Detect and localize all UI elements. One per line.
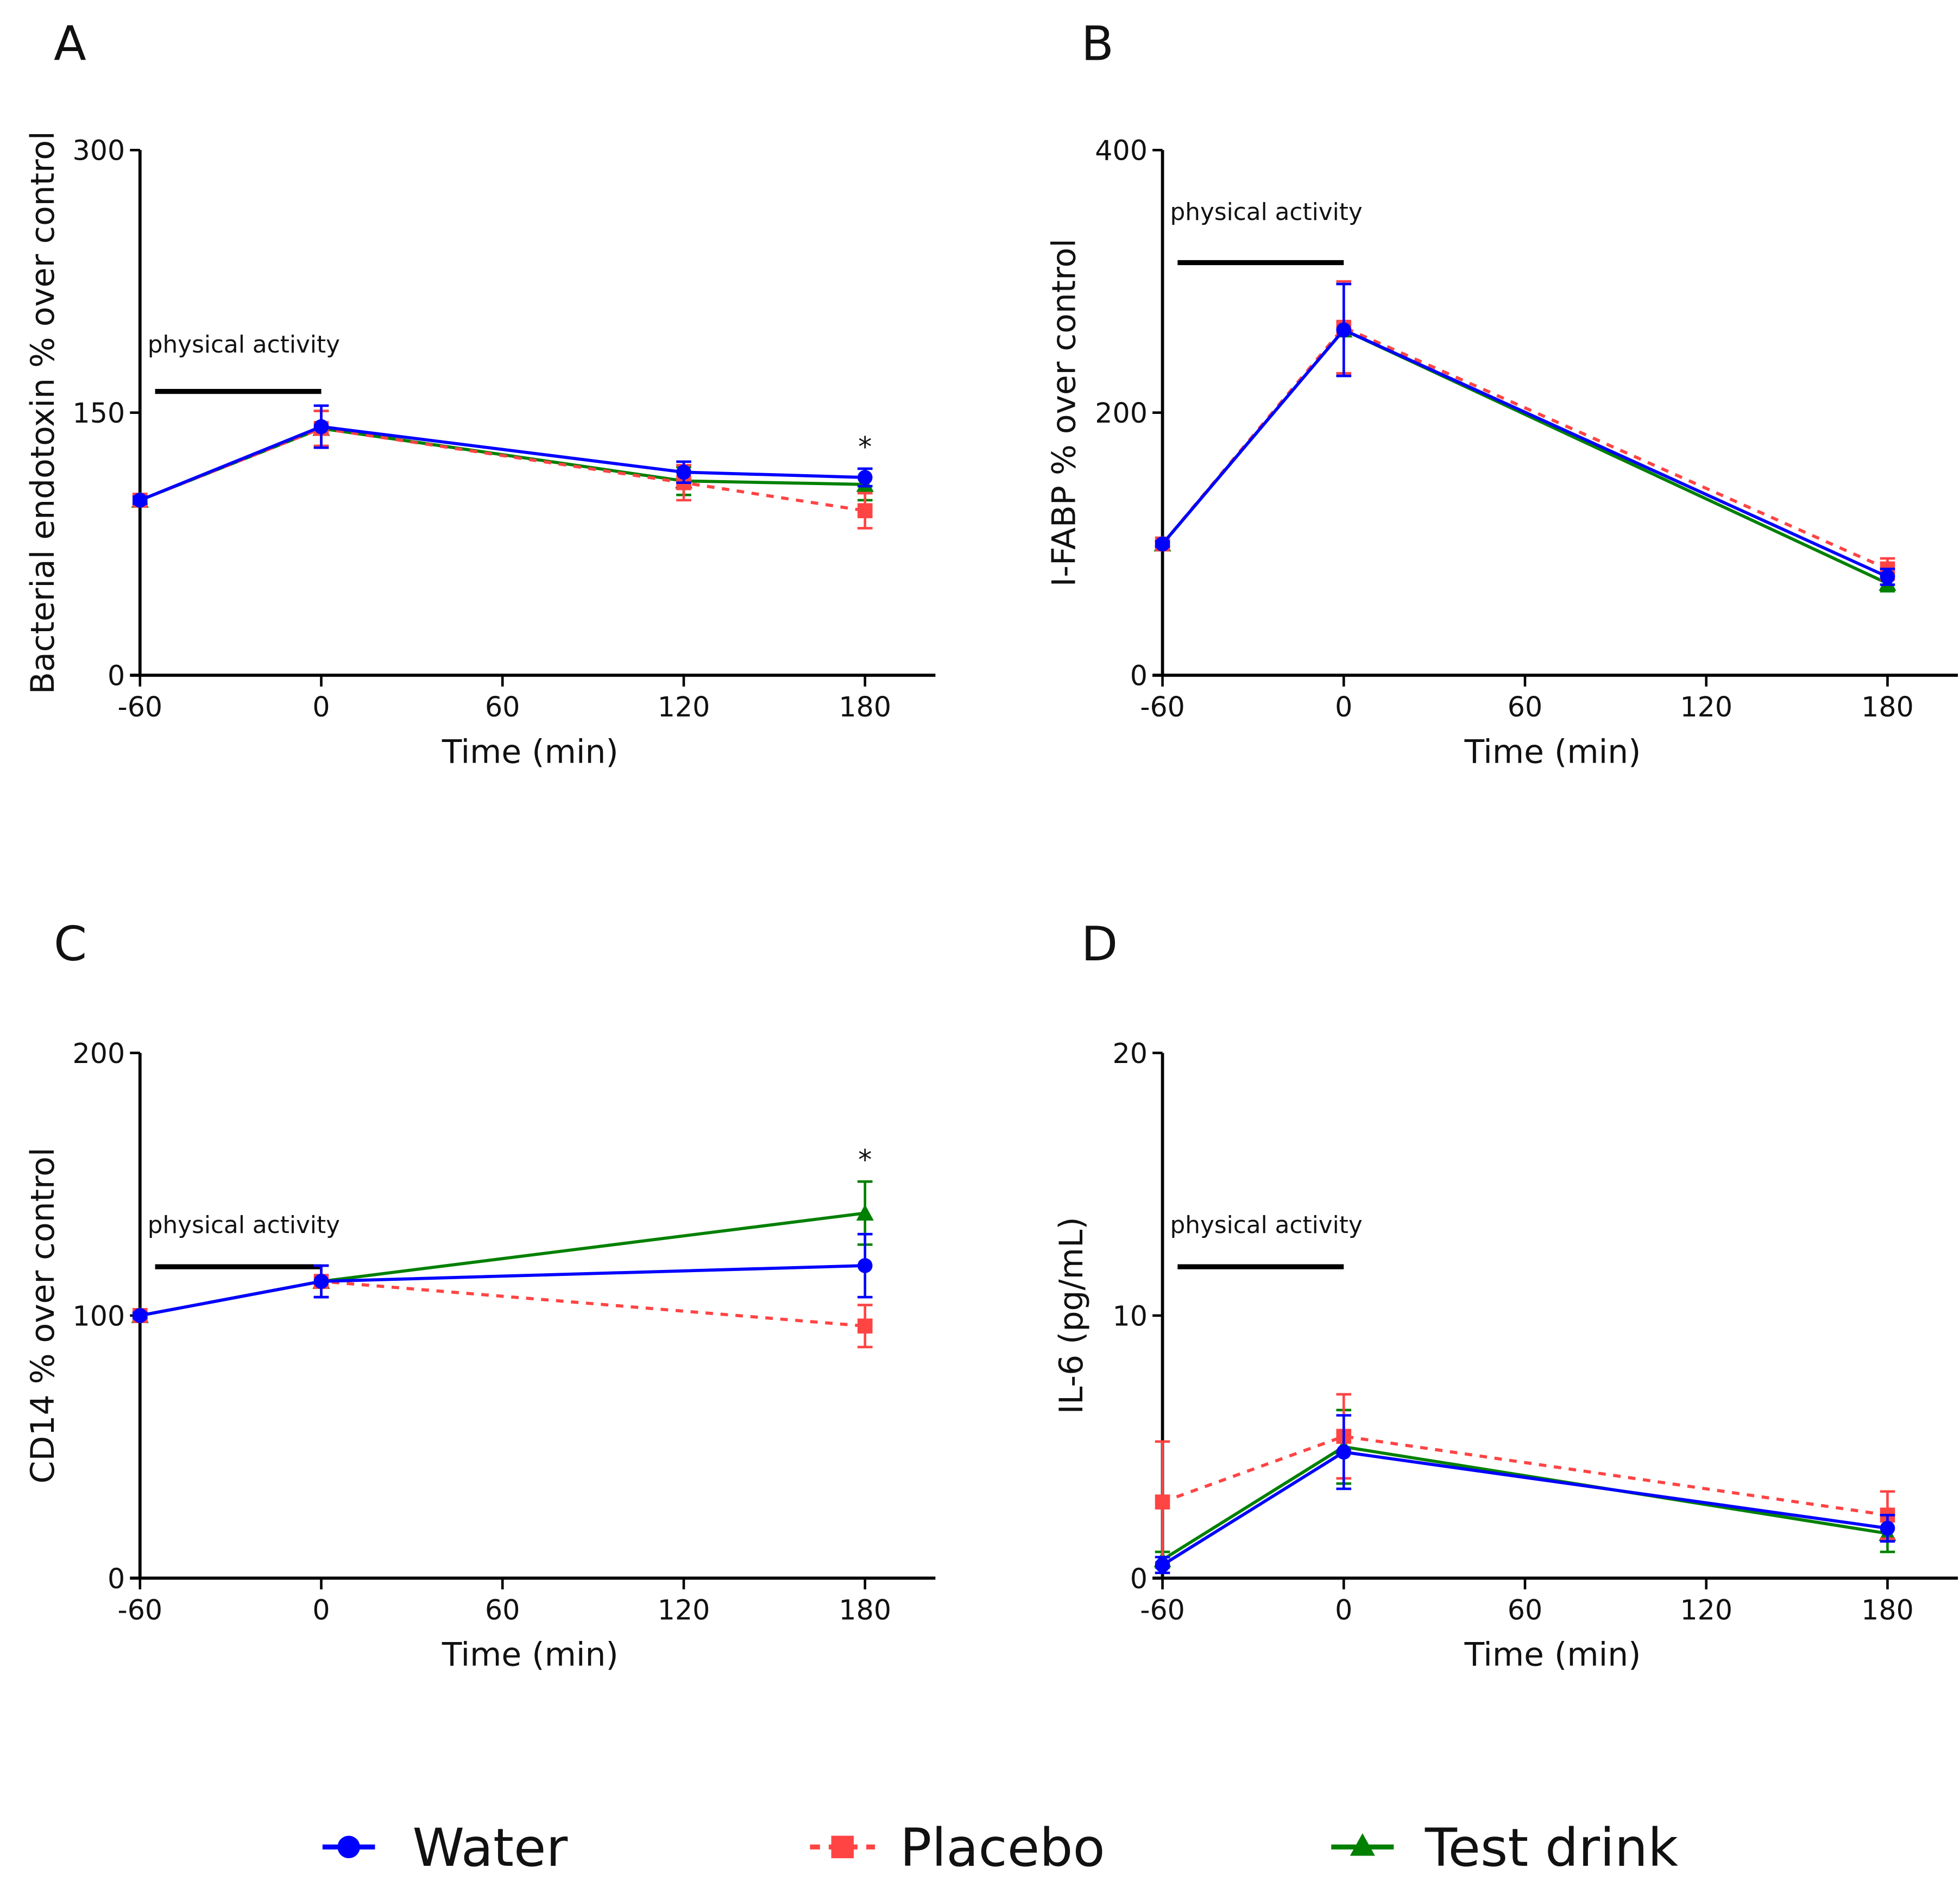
series-test-drink xyxy=(131,1180,874,1323)
x-tick-label: 0 xyxy=(312,691,330,723)
data-point xyxy=(857,503,873,519)
y-axis-title: CD14 % over control xyxy=(24,1148,62,1484)
data-point xyxy=(857,1318,873,1334)
panel-letter: B xyxy=(1081,16,1114,71)
series-placebo xyxy=(132,1264,873,1349)
series-line xyxy=(139,425,865,502)
legend-marker xyxy=(337,1835,360,1859)
physical-activity-label: physical activity xyxy=(148,331,340,358)
significance-asterisk: * xyxy=(858,431,872,463)
x-axis-title: Time (min) xyxy=(1464,733,1641,771)
series-test-drink xyxy=(1154,282,1896,593)
data-point xyxy=(1336,1444,1352,1460)
x-tick-label: -60 xyxy=(1140,691,1185,723)
series-line xyxy=(140,1264,865,1317)
y-tick-label: 400 xyxy=(1095,135,1148,167)
x-tick-label: 0 xyxy=(1335,691,1352,723)
x-tick-label: 180 xyxy=(1861,1594,1914,1626)
x-tick-label: 60 xyxy=(485,1594,520,1626)
panel-letter: D xyxy=(1081,916,1118,972)
series-test-drink xyxy=(1154,1408,1896,1569)
data-point xyxy=(676,464,691,480)
data-point xyxy=(1155,1494,1170,1509)
panel-letter: C xyxy=(54,916,87,972)
y-tick-label: 0 xyxy=(1130,660,1148,692)
x-tick-label: 180 xyxy=(1861,691,1914,723)
y-tick-label: 150 xyxy=(73,397,125,429)
series-line xyxy=(1162,1435,1888,1517)
y-tick-label: 0 xyxy=(108,1563,125,1595)
panel-letter: A xyxy=(54,16,86,71)
data-point xyxy=(856,1204,874,1221)
series-line xyxy=(1161,328,1888,585)
legend-marker xyxy=(831,1835,854,1859)
x-axis-title: Time (min) xyxy=(1464,1636,1641,1674)
y-tick-label: 0 xyxy=(108,660,125,692)
x-axis-title: Time (min) xyxy=(442,1636,619,1674)
series-line xyxy=(140,1280,865,1328)
x-tick-label: 0 xyxy=(312,1594,330,1626)
significance-asterisk: * xyxy=(858,1143,872,1175)
series-line xyxy=(139,426,865,502)
x-tick-label: 120 xyxy=(658,691,710,723)
data-point xyxy=(313,1274,329,1289)
series-line xyxy=(139,426,866,513)
data-point xyxy=(313,419,329,435)
series-water xyxy=(132,404,873,508)
x-tick-label: 0 xyxy=(1335,1594,1352,1626)
data-point xyxy=(1155,1557,1170,1572)
data-point xyxy=(132,1308,148,1323)
legend-marker xyxy=(1350,1833,1375,1856)
y-axis-title: IL-6 (pg/mL) xyxy=(1053,1217,1091,1414)
physical-activity-label: physical activity xyxy=(1170,198,1363,226)
y-tick-label: 200 xyxy=(1095,397,1148,429)
data-point xyxy=(1880,1520,1895,1536)
y-axis-title: Bacterial endotoxin % over control xyxy=(24,131,62,694)
x-axis-title: Time (min) xyxy=(442,733,619,771)
y-tick-label: 100 xyxy=(73,1300,125,1332)
legend-label: Test drink xyxy=(1425,1817,1678,1878)
data-point xyxy=(1336,322,1352,338)
y-tick-label: 200 xyxy=(73,1037,125,1070)
y-axis-title: I-FABP % over control xyxy=(1045,238,1083,587)
legend-label: Water xyxy=(413,1817,568,1878)
data-point xyxy=(1155,536,1170,552)
physical-activity-label: physical activity xyxy=(1170,1211,1363,1239)
series-water xyxy=(132,1232,873,1323)
y-tick-label: 300 xyxy=(73,135,125,167)
y-tick-label: 10 xyxy=(1113,1300,1148,1332)
data-point xyxy=(132,493,148,508)
x-tick-label: 180 xyxy=(839,691,891,723)
x-tick-label: -60 xyxy=(1140,1594,1185,1626)
y-tick-label: 20 xyxy=(1113,1037,1148,1070)
legend-label: Placebo xyxy=(900,1817,1105,1878)
y-tick-label: 0 xyxy=(1130,1563,1148,1595)
x-tick-label: 120 xyxy=(658,1594,710,1626)
x-tick-label: 120 xyxy=(1680,691,1732,723)
data-point xyxy=(857,470,873,485)
series-line xyxy=(1162,1450,1888,1567)
x-tick-label: -60 xyxy=(117,1594,162,1626)
x-tick-label: 120 xyxy=(1680,1594,1732,1626)
physical-activity-label: physical activity xyxy=(148,1211,340,1239)
series-water xyxy=(1155,1414,1895,1574)
x-tick-label: 60 xyxy=(1508,691,1542,723)
x-tick-label: -60 xyxy=(117,691,162,723)
legend-item-water: Water xyxy=(322,1817,568,1878)
legend-item-test-drink: Test drink xyxy=(1331,1817,1678,1878)
series-placebo xyxy=(132,410,873,530)
series-water xyxy=(1155,282,1895,586)
data-point xyxy=(857,1258,873,1273)
x-tick-label: 60 xyxy=(1508,1594,1542,1626)
x-tick-label: 180 xyxy=(839,1594,891,1626)
x-tick-label: 60 xyxy=(485,691,520,723)
legend-item-placebo: Placebo xyxy=(810,1817,1105,1878)
series-line xyxy=(1161,328,1888,578)
data-point xyxy=(1880,569,1895,584)
